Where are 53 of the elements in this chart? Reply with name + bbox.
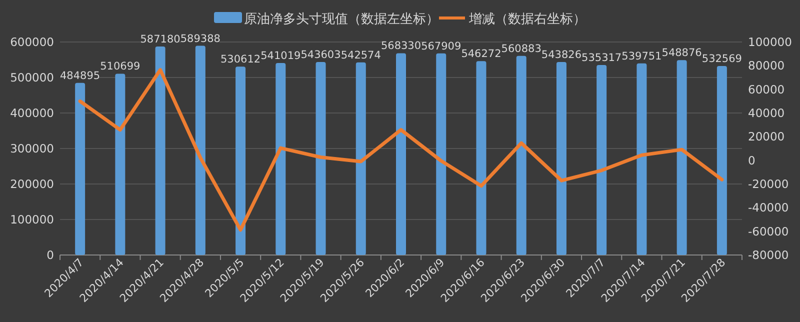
data-label: 542574 [340, 49, 382, 62]
data-label: 589388 [180, 32, 220, 45]
data-label: 539751 [622, 50, 662, 62]
data-label: 587180 [140, 34, 180, 46]
y2-tick-label: -60000 [748, 224, 789, 238]
y2-tick-label: 100000 [748, 35, 792, 49]
y-tick-label: 100000 [10, 212, 54, 226]
bar [516, 56, 526, 255]
data-label: 541019 [260, 50, 301, 62]
bar [236, 66, 246, 255]
y-tick-label: 0 [46, 248, 54, 262]
bar [155, 46, 166, 255]
y2-tick-label: -20000 [748, 177, 789, 191]
data-label: 546272 [461, 48, 502, 60]
data-label: 543603 [300, 49, 341, 62]
data-label: 484895 [60, 70, 100, 82]
y2-tick-label: 0 [748, 153, 756, 168]
data-label: 567909 [421, 40, 462, 52]
bar [316, 62, 326, 255]
y2-tick-label: -80000 [748, 248, 789, 262]
bar [556, 62, 566, 255]
data-label: 548876 [662, 47, 702, 60]
bar [276, 62, 286, 255]
legend-label: 增减（数据右坐标） [468, 12, 586, 27]
data-label: 532569 [702, 52, 742, 65]
legend-label: 原油净多头寸现值（数据左坐标） [244, 12, 439, 27]
data-label: 530612 [220, 54, 261, 66]
bar [596, 64, 607, 255]
bar [716, 66, 727, 255]
y2-tick-label: 40000 [748, 106, 785, 120]
y-tick-label: 400000 [10, 106, 54, 120]
y2-tick-label: 80000 [748, 58, 785, 73]
bar [115, 74, 126, 255]
y-tick-label: 500000 [10, 70, 54, 84]
data-label: 560883 [501, 42, 542, 55]
data-label: 568330 [380, 40, 422, 52]
bar [476, 61, 486, 255]
bar [396, 53, 406, 255]
y2-tick-label: -40000 [748, 200, 789, 215]
bar [356, 62, 366, 255]
y-tick-label: 200000 [10, 177, 54, 191]
bar [436, 53, 446, 255]
y-tick-label: 300000 [10, 142, 54, 156]
y2-tick-label: 20000 [748, 130, 785, 144]
data-label: 510699 [100, 60, 140, 73]
bar [75, 82, 86, 255]
bar [636, 63, 647, 255]
bar [195, 46, 206, 255]
data-label: 543826 [541, 48, 582, 61]
bar [676, 60, 687, 255]
y2-tick-label: 60000 [748, 82, 785, 96]
data-label: 535317 [582, 52, 622, 64]
y-tick-label: 600000 [10, 35, 54, 49]
